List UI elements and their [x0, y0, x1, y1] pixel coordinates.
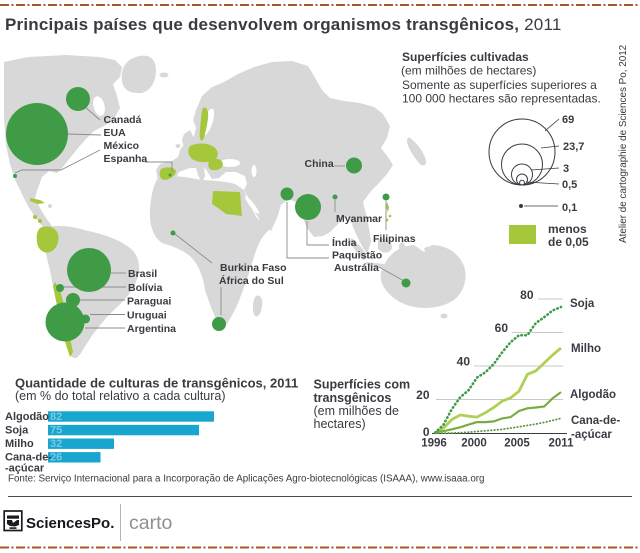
svg-text:transgênicos: transgênicos: [314, 391, 392, 405]
svg-text:Quantidade de culturas de tran: Quantidade de culturas de transgênicos, …: [15, 376, 298, 391]
svg-text:75: 75: [50, 424, 62, 436]
svg-text:Principais países que desenvol: Principais países que desenvolvem organi…: [5, 15, 562, 34]
svg-text:Paquistão: Paquistão: [332, 250, 382, 262]
svg-text:0,5: 0,5: [562, 179, 577, 191]
svg-text:100 000 hectares são represent: 100 000 hectares são representadas.: [402, 92, 601, 106]
svg-text:Filipinas: Filipinas: [373, 233, 416, 245]
svg-text:(em % do total relativo a cada: (em % do total relativo a cada cultura): [15, 389, 226, 403]
svg-text:69: 69: [562, 114, 574, 126]
svg-text:Espanha: Espanha: [104, 153, 148, 165]
svg-text:África do Sul: África do Sul: [219, 274, 284, 287]
svg-text:-açúcar: -açúcar: [571, 429, 612, 441]
svg-text:Superfícies cultivadas: Superfícies cultivadas: [402, 50, 529, 64]
svg-text:Canadá: Canadá: [104, 114, 142, 126]
svg-text:0: 0: [423, 425, 430, 439]
svg-text:(em milhões de: (em milhões de: [314, 404, 399, 418]
svg-text:Superfícies com: Superfícies com: [314, 378, 411, 392]
svg-text:Paraguai: Paraguai: [127, 296, 171, 308]
svg-text:Algodão: Algodão: [5, 411, 49, 423]
svg-text:EUA: EUA: [104, 127, 127, 139]
svg-text:de 0,05: de 0,05: [548, 235, 589, 249]
svg-text:80: 80: [520, 288, 534, 302]
svg-text:40: 40: [457, 355, 471, 369]
svg-text:Atelier de cartographie de Sci: Atelier de cartographie de Sciences Po, …: [618, 45, 629, 243]
svg-text:Austrália: Austrália: [334, 262, 379, 274]
svg-text:2011: 2011: [549, 438, 575, 450]
svg-text:Soja: Soja: [5, 424, 29, 436]
svg-text:Cana-de-: Cana-de-: [571, 415, 620, 427]
svg-text:hectares): hectares): [314, 417, 366, 431]
svg-text:carto: carto: [129, 512, 173, 534]
svg-text:menos: menos: [548, 222, 587, 236]
svg-text:México: México: [104, 140, 140, 152]
svg-text:Algodão: Algodão: [570, 389, 616, 401]
svg-text:2000: 2000: [461, 438, 487, 450]
svg-text:SciencesPo.: SciencesPo.: [26, 515, 114, 532]
svg-text:Índia: Índia: [332, 236, 357, 249]
svg-text:Soja: Soja: [570, 298, 595, 310]
svg-text:Milho: Milho: [5, 438, 34, 450]
svg-text:Milho: Milho: [571, 343, 601, 355]
svg-text:2005: 2005: [504, 438, 530, 450]
svg-text:82: 82: [50, 411, 62, 423]
svg-text:0,1: 0,1: [562, 202, 577, 214]
svg-text:Somente as superfícies superio: Somente as superfícies superiores a: [402, 78, 597, 92]
svg-text:Argentina: Argentina: [127, 323, 176, 335]
svg-text:23,7: 23,7: [563, 141, 584, 153]
svg-text:-açúcar: -açúcar: [5, 463, 45, 475]
svg-text:Uruguai: Uruguai: [127, 310, 167, 322]
svg-text:26: 26: [50, 452, 62, 464]
svg-text:Cana-de-: Cana-de-: [5, 452, 52, 464]
svg-text:Bolívia: Bolívia: [128, 282, 163, 294]
svg-text:(em milhões de hectares): (em milhões de hectares): [401, 64, 536, 78]
svg-text:Myanmar: Myanmar: [336, 213, 382, 225]
svg-text:60: 60: [495, 321, 509, 335]
svg-text:32: 32: [50, 438, 62, 450]
svg-text:Burkina Faso: Burkina Faso: [220, 262, 287, 274]
svg-text:Fonte: Serviço Internacional p: Fonte: Serviço Internacional para a Inco…: [8, 474, 485, 485]
svg-text:China: China: [305, 158, 334, 170]
svg-text:3: 3: [563, 163, 569, 175]
svg-text:Brasil: Brasil: [128, 268, 157, 280]
svg-text:1996: 1996: [421, 438, 447, 450]
svg-text:20: 20: [416, 388, 430, 402]
